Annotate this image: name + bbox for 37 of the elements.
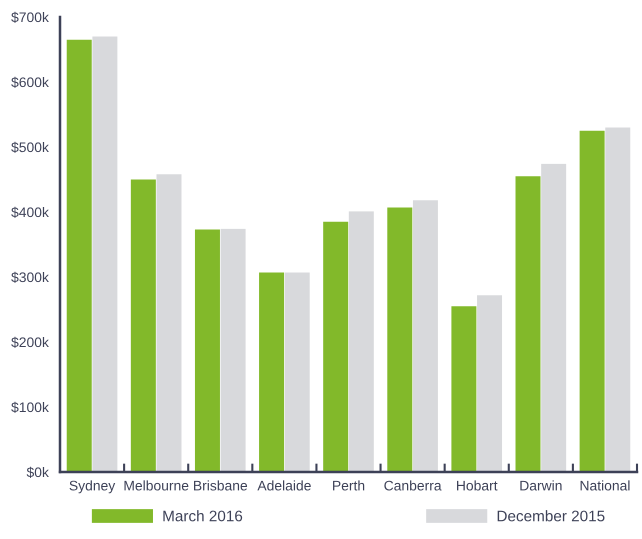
y-tick-label: $300k [11,272,49,283]
bar [284,272,310,472]
y-tick-label: $400k [11,206,49,218]
bar [259,272,284,472]
y-tick-label: $600k [11,76,49,88]
bar [451,306,476,472]
y-tick-label: $700k [11,12,49,23]
bar [92,36,118,472]
y-tick-label: $100k [11,402,49,413]
x-tick-label: National [580,480,630,491]
bar [605,128,630,472]
x-tick-label: Hobart [457,480,498,491]
bar [516,176,541,472]
bar [194,230,220,472]
bar [580,130,605,472]
legend-label: December 2015 [498,510,604,522]
x-tick-label: Melbourne [124,480,188,491]
y-tick-label: $200k [11,336,49,348]
x-tick-label: Perth [333,480,364,491]
bar [387,207,412,472]
x-tick-label: Darwin [520,480,562,491]
x-tick-label: Canberra [384,480,442,491]
bar [348,211,374,472]
x-tick-label: Adelaide [257,480,311,491]
bar [477,295,502,472]
bar [220,228,246,472]
bar [66,40,92,472]
bar [156,174,182,472]
x-tick-label: Brisbane [194,480,248,491]
bar [412,200,438,472]
bar [541,164,566,472]
x-tick-label: Sydney [70,480,116,494]
bar [130,180,156,472]
y-tick-label: $0k [26,466,49,478]
legend-label: March 2016 [163,510,242,522]
bar [323,222,348,472]
y-tick-label: $500k [11,142,49,153]
